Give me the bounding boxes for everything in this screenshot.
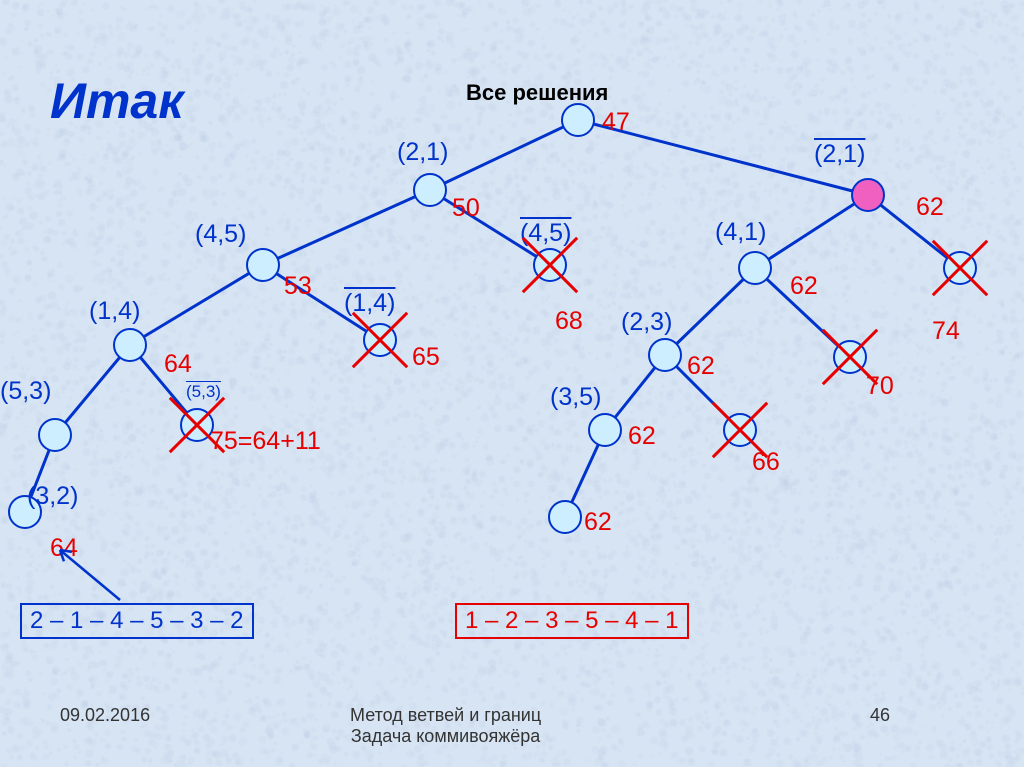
- footer-caption: Метод ветвей и границЗадача коммивояжёра: [350, 705, 541, 747]
- footer-page: 46: [870, 705, 890, 726]
- footer-date: 09.02.2016: [60, 705, 150, 726]
- diagram-header: Все решения: [466, 80, 608, 106]
- solution-box: 2 – 1 – 4 – 5 – 3 – 2: [20, 603, 254, 639]
- page-title: Итак: [50, 72, 184, 130]
- solution-box: 1 – 2 – 3 – 5 – 4 – 1: [455, 603, 689, 639]
